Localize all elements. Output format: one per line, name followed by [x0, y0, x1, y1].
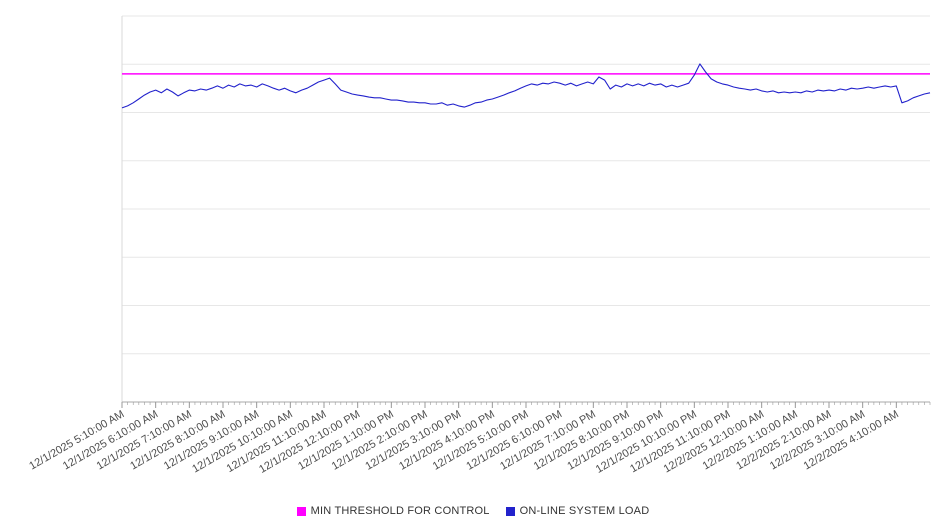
legend-item-online-system-load: ON-LINE SYSTEM LOAD [505, 505, 650, 517]
legend-label-min-threshold: MIN THRESHOLD FOR CONTROL [310, 505, 490, 517]
load-series-line [121, 63, 931, 109]
legend-item-min-threshold: MIN THRESHOLD FOR CONTROL [296, 505, 490, 517]
legend-label-online-system-load: ON-LINE SYSTEM LOAD [519, 505, 650, 517]
legend-swatch-min-threshold-icon [296, 506, 306, 516]
legend-swatch-online-system-load-icon [505, 506, 515, 516]
chart-legend: MIN THRESHOLD FOR CONTROL ON-LINE SYSTEM… [0, 496, 946, 526]
